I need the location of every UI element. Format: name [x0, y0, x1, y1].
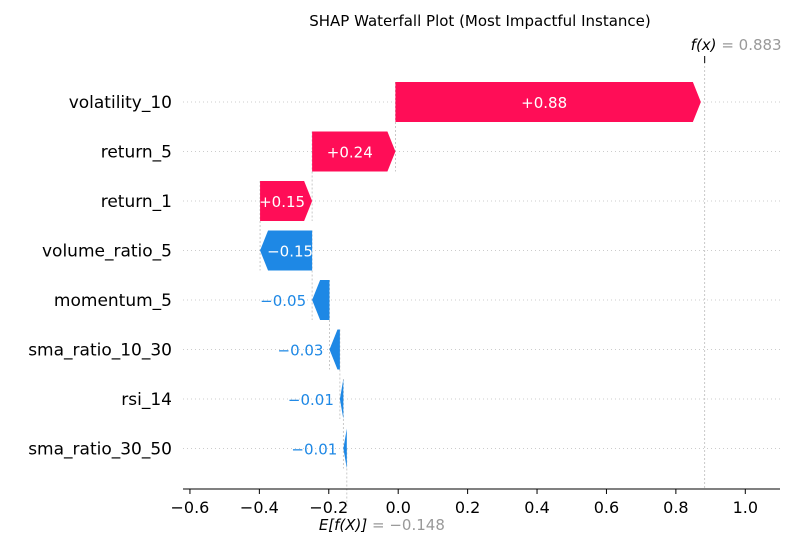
feature-label-return-5: return_5 [101, 143, 172, 163]
waterfall-bar-sma-ratio-30-50 [343, 428, 347, 469]
chart-title: SHAP Waterfall Plot (Most Impactful Inst… [309, 12, 651, 30]
waterfall-bar-volatility-10 [395, 82, 701, 122]
waterfall-bar-return-1 [260, 181, 313, 221]
waterfall-bar-volume-ratio-5 [260, 230, 313, 271]
connector-lines [259, 58, 706, 509]
x-tick-label: 0.2 [455, 498, 480, 517]
feature-label-rsi-14: rsi_14 [121, 390, 172, 410]
value-annotations: f(x) = 0.883 E[f(X)] = −0.148 [319, 36, 782, 534]
x-tick-label: 1.0 [733, 498, 758, 517]
bar-value-label-volatility-10: +0.88 [521, 94, 567, 112]
x-tick-label: −0.6 [171, 498, 210, 517]
waterfall-bar-sma-ratio-10-30 [329, 329, 340, 370]
feature-label-momentum-5: momentum_5 [54, 291, 172, 311]
x-tick-label: −0.4 [240, 498, 279, 517]
bar-value-label-return-1: +0.15 [259, 193, 305, 211]
output-value-label: f(x) = 0.883 [691, 36, 782, 54]
bar-value-label-sma-ratio-30-50: −0.01 [291, 441, 337, 459]
feature-label-sma-ratio-10-30: sma_ratio_10_30 [28, 341, 172, 361]
x-tick-label: −0.2 [309, 498, 348, 517]
bar-value-label-volume-ratio-5: −0.15 [267, 243, 313, 261]
bar-value-label-rsi-14: −0.01 [288, 391, 334, 409]
feature-label-return-1: return_1 [101, 192, 172, 212]
feature-label-sma-ratio-30-50: sma_ratio_30_50 [28, 440, 172, 460]
base-value-label: E[f(X)] = −0.148 [319, 516, 445, 534]
x-tick-label: 0.8 [663, 498, 688, 517]
waterfall-bar-momentum-5 [312, 280, 330, 320]
feature-label-volume-ratio-5: volume_ratio_5 [42, 242, 172, 262]
waterfall-bar-rsi-14 [339, 379, 344, 419]
feature-label-volatility-10: volatility_10 [69, 93, 172, 113]
feature-labels: volatility_10 return_5 return_1 volume_rati… [28, 93, 172, 460]
bar-value-label-sma-ratio-10-30: −0.03 [278, 342, 324, 360]
bars: +0.88 +0.24 +0.15 −0.15 −0.05 −0.03 −0.01 −0.01 [259, 82, 701, 469]
x-tick-label: 0.4 [524, 498, 549, 517]
grid-lines [183, 101, 780, 449]
x-tick-label: 0.0 [385, 498, 410, 517]
bar-value-label-return-5: +0.24 [327, 144, 373, 162]
bar-value-label-momentum-5: −0.05 [260, 292, 306, 310]
waterfall-bar-return-5 [312, 131, 396, 172]
x-axis: −0.6 −0.4 −0.2 0.0 0.2 0.4 0.6 0.8 1.0 [171, 488, 780, 517]
x-tick-label: 0.6 [594, 498, 619, 517]
